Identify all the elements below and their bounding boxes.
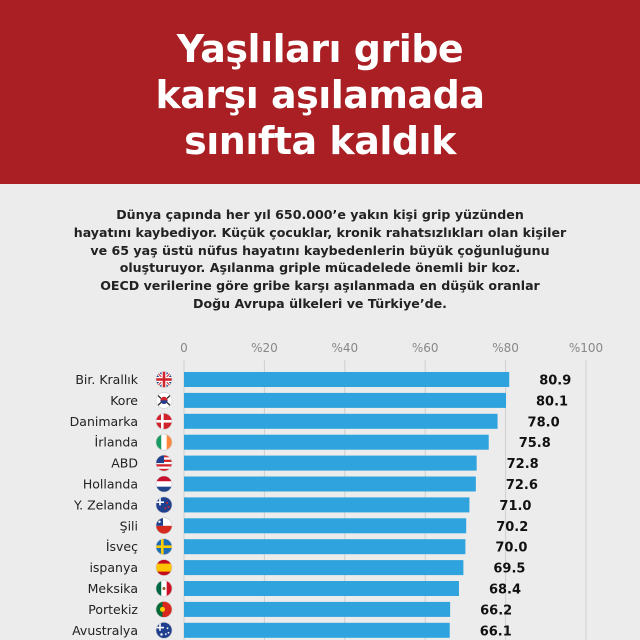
title-line: sınıfta kaldık: [184, 119, 456, 163]
bar: [184, 518, 467, 534]
portugal-flag-icon: [155, 601, 173, 618]
value-label: 80.1: [536, 394, 568, 409]
spain-flag-icon: [155, 559, 173, 576]
intro-line: oluşturuyor. Aşılanma griple mücadelede …: [119, 260, 521, 276]
country-label: Bir. Krallık: [75, 372, 138, 387]
country-label: İsveç: [106, 539, 138, 554]
new-zealand-flag-icon: [155, 496, 173, 514]
bar: [184, 497, 470, 513]
ireland-flag-icon: [155, 433, 173, 451]
value-label: 68.4: [489, 583, 521, 598]
country-label: Avustralya: [72, 623, 138, 638]
bar: [184, 560, 464, 576]
country-label: ABD: [111, 456, 138, 471]
intro-text: Dünya çapında her yıl 650.000’e yakın ki…: [60, 206, 580, 313]
usa-flag-icon: [155, 454, 173, 472]
bar: [184, 581, 459, 596]
title-banner: Yaşlıları gribe karşı aşılamada sınıfta …: [0, 0, 640, 184]
country-label: Şili: [120, 518, 138, 533]
value-label: 66.1: [480, 624, 512, 639]
x-tick-label: %20: [251, 341, 278, 355]
value-label: 75.8: [519, 436, 551, 451]
bar: [184, 455, 477, 471]
bar: [184, 476, 476, 492]
x-tick-label: %80: [492, 341, 519, 355]
title-line: Yaşlıları gribe: [176, 27, 464, 71]
bar: [184, 622, 450, 638]
denmark-flag-icon: [155, 412, 173, 430]
value-label: 72.8: [507, 457, 539, 472]
bar: [184, 372, 510, 387]
intro-line: ve 65 yaş üstü nüfus hayatını kaybedenle…: [90, 242, 550, 258]
chile-flag-icon: [155, 517, 173, 535]
bar: [184, 392, 507, 408]
page-title: Yaşlıları gribe karşı aşılamada sınıfta …: [0, 26, 640, 164]
country-label: Hollanda: [83, 477, 138, 492]
korea-flag-icon: [155, 392, 173, 409]
netherlands-flag-icon: [155, 475, 173, 493]
x-tick-label: %60: [412, 341, 439, 355]
x-tick-label: %40: [331, 341, 358, 355]
uk-flag-icon: [155, 371, 173, 388]
x-tick-label: 0: [180, 341, 188, 355]
bar: [184, 413, 498, 429]
value-label: 66.2: [480, 603, 512, 618]
value-label: 70.2: [496, 520, 528, 535]
country-label: Meksika: [88, 581, 138, 596]
mexico-flag-icon: [155, 580, 173, 597]
value-label: 80.9: [539, 374, 571, 389]
intro-line: Dünya çapında her yıl 650.000’e yakın ki…: [116, 207, 524, 222]
country-label: Danimarka: [70, 414, 138, 429]
x-tick-label: %100: [569, 341, 603, 355]
country-label: Y. Zelanda: [73, 497, 138, 512]
value-label: 78.0: [528, 415, 560, 430]
intro-line: OECD verilerine göre gribe karşı aşılanm…: [100, 278, 540, 294]
bar: [184, 601, 451, 617]
country-label: İrlanda: [95, 435, 138, 450]
country-label: Portekiz: [88, 602, 138, 617]
bar: [184, 434, 489, 450]
intro-line: Doğu Avrupa ülkeleri ve Türkiye’de.: [193, 295, 447, 311]
country-label: ispanya: [89, 560, 138, 575]
sweden-flag-icon: [155, 538, 173, 556]
intro-line: hayatını kaybediyor. Küçük çocuklar, kro…: [73, 224, 567, 240]
country-label: Kore: [110, 393, 138, 408]
value-label: 72.6: [506, 478, 538, 493]
value-label: 70.0: [495, 541, 527, 556]
value-label: 69.5: [493, 562, 525, 577]
australia-flag-icon: [155, 621, 173, 639]
bar: [184, 539, 466, 555]
value-label: 71.0: [499, 499, 531, 514]
title-line: karşı aşılamada: [155, 73, 485, 117]
